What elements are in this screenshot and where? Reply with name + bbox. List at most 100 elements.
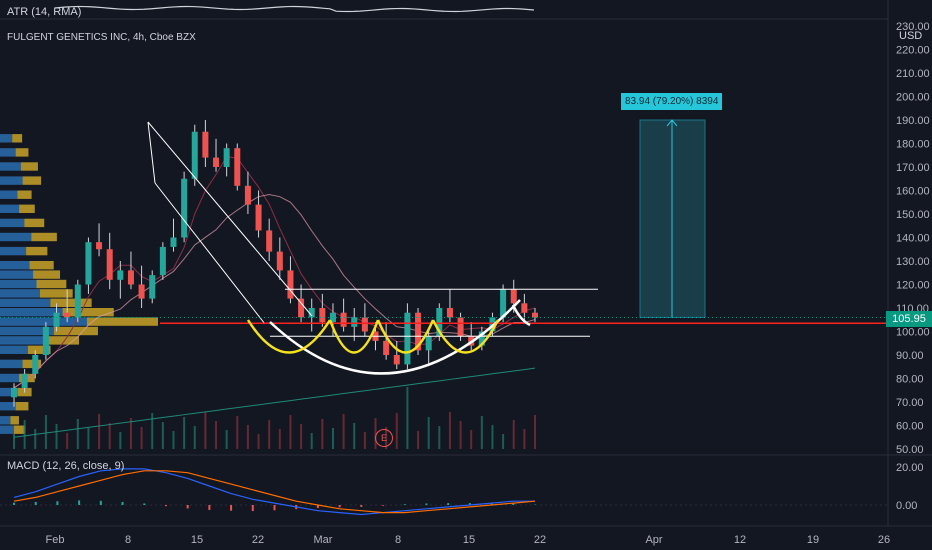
measure-arrowhead [666, 119, 678, 127]
time-axis-tick-label: 8 [125, 534, 131, 546]
candle-body [446, 308, 453, 318]
macd-histogram-bar [230, 505, 233, 511]
candle-body [457, 317, 464, 337]
candle-body [266, 230, 273, 252]
candle-body [117, 270, 124, 280]
volume-profile-bar [19, 204, 35, 213]
volume-profile-bar [0, 359, 23, 369]
volume-bar [140, 427, 143, 449]
candle-body [478, 331, 485, 346]
candle-body [287, 270, 294, 299]
volume-profile-bar [33, 270, 61, 279]
volume-bar [268, 420, 271, 449]
price-axis-tick-label: 100.00 [896, 327, 930, 339]
volume-profile-bar [0, 148, 16, 157]
volume-bar [459, 421, 462, 449]
time-axis-tick-label: Apr [645, 534, 662, 546]
volume-bar [363, 432, 366, 449]
macd-histogram-bar [121, 501, 124, 505]
measure-tool-label[interactable]: 83.94 (79.20%) 8394 [621, 93, 723, 110]
volume-bar [257, 434, 260, 449]
atr-indicator-label[interactable]: ATR (14, RMA) [7, 6, 82, 18]
candle-body [532, 312, 538, 318]
volume-bar [193, 426, 196, 449]
candle-body [138, 284, 145, 299]
volume-profile-bar [22, 176, 42, 185]
volume-profile-bar [0, 279, 37, 289]
macd-line [13, 468, 535, 516]
symbol-title: FULGENT GENETICS INC, 4h, Cboe BZX [7, 32, 196, 43]
price-axis-tick-label: 80.00 [896, 374, 924, 386]
volume-profile-bar [53, 326, 98, 336]
price-axis-tick-label: 130.00 [896, 256, 930, 268]
volume-bar [321, 419, 324, 449]
volume-profile-bar [0, 289, 40, 298]
volume-profile-bar [0, 134, 13, 143]
candle-body [42, 326, 49, 355]
volume-bar [204, 412, 207, 449]
volume-profile-bar [20, 162, 38, 171]
volume-profile-bar [36, 279, 67, 289]
volume-bar [13, 434, 15, 449]
candle-body [64, 312, 71, 318]
volume-profile-bar [13, 425, 26, 434]
volume-bar [395, 413, 398, 449]
volume-profile-bar [0, 373, 20, 383]
volume-bar [108, 423, 111, 449]
price-axis-tick-label: 70.00 [896, 397, 924, 409]
volume-bar [438, 426, 441, 449]
volume-bar [353, 423, 356, 449]
time-axis-tick-label: Feb [46, 534, 65, 546]
volume-profile-bar [39, 289, 73, 298]
volume-bar [183, 417, 186, 449]
macd-indicator-label[interactable]: MACD (12, 26, close, 9) [7, 460, 125, 472]
candle-body [415, 312, 422, 351]
volume-profile-bar [0, 336, 44, 345]
volume-profile-bar [0, 162, 21, 171]
price-axis-tick-label: 90.00 [896, 350, 924, 362]
candle-body [340, 312, 347, 327]
inner-cup-curve [376, 319, 435, 354]
volume-bar [246, 425, 249, 449]
candle-body [11, 387, 17, 398]
volume-bar [98, 414, 101, 449]
volume-profile-bar [0, 270, 34, 279]
volume-bar [87, 428, 90, 449]
volume-profile-bar [0, 387, 18, 397]
inner-cup-curve [431, 319, 500, 354]
volume-bar [523, 429, 526, 449]
time-axis-tick-label: 22 [534, 534, 546, 546]
volume-profile-bar [0, 308, 63, 317]
volume-profile-bar [31, 232, 57, 242]
last-price-badge: 105.95 [886, 311, 932, 327]
macd-histogram-bar [143, 503, 146, 505]
candle-body [159, 246, 166, 276]
candle-body [181, 178, 188, 238]
moving-average-line [13, 156, 536, 389]
macd-histogram-bar [56, 501, 59, 505]
candle-body [393, 355, 400, 365]
candle-body [106, 249, 113, 280]
candle-body [127, 270, 134, 285]
volume-bar [427, 417, 430, 449]
volume-profile-bar [27, 345, 51, 354]
inner-cup-curve [328, 319, 380, 354]
macd-histogram-bar [382, 505, 385, 506]
price-axis-tick-label: 220.00 [896, 45, 930, 57]
candle-body [308, 308, 315, 318]
volume-profile-bar [0, 416, 11, 425]
volume-bar [342, 414, 345, 449]
moving-average-line [13, 367, 536, 438]
volume-profile-bar [43, 336, 79, 345]
volume-profile-bar [0, 317, 87, 326]
candle-body [21, 373, 28, 388]
volume-profile-bar [22, 359, 42, 369]
volume-profile-bar [0, 326, 54, 336]
volume-bar [310, 433, 313, 449]
volume-bar [512, 420, 515, 449]
macd-histogram-bar [468, 503, 471, 505]
earnings-marker[interactable]: E [375, 429, 393, 447]
volume-profile-bar [0, 298, 51, 307]
candle-body [191, 131, 198, 179]
